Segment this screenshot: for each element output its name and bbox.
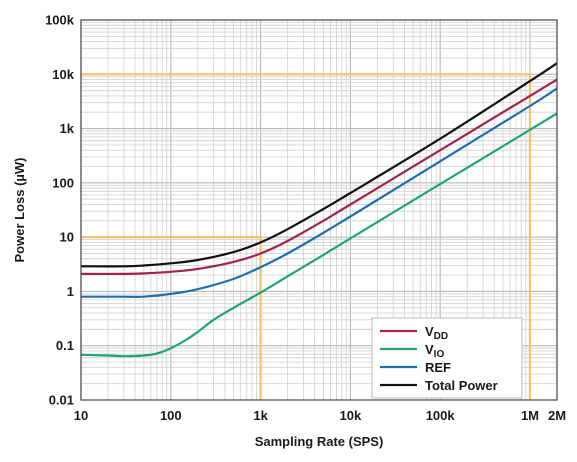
series-lines: [80, 62, 558, 358]
x-tick-label: 10k: [340, 408, 362, 423]
y-tick-label: 100: [52, 175, 74, 190]
y-tick-label: 0.1: [56, 338, 74, 353]
x-tick-labels: 10 100 1k 10k 100k 1M 2M: [74, 408, 566, 423]
x-tick-label: 100: [160, 408, 182, 423]
y-axis-label: Power Loss (µW): [12, 158, 27, 263]
series-line-vdd: [80, 78, 558, 276]
x-tick-label: 10: [74, 408, 88, 423]
x-tick-label: 100k: [426, 408, 456, 423]
y-tick-label: 0.01: [49, 393, 74, 408]
reference-lines: [81, 73, 532, 400]
x-tick-label: 1k: [253, 408, 268, 423]
y-tick-label: 1: [67, 284, 74, 299]
legend-label: VIO: [425, 342, 444, 360]
series-line-total-power: [80, 62, 558, 268]
x-tick-label: 1M: [521, 408, 539, 423]
y-tick-label: 10k: [52, 67, 74, 82]
x-tick-label: 2M: [548, 408, 566, 423]
legend-label: VDD: [425, 324, 448, 342]
reference-line: [81, 73, 532, 400]
legend-label: REF: [425, 360, 451, 375]
plot-frame: [80, 19, 558, 401]
legend-label: Total Power: [425, 378, 498, 393]
reference-line: [81, 236, 262, 400]
y-tick-label: 1k: [60, 121, 75, 136]
y-tick-labels: 0.01 0.1 1 10 100 1k 10k 100k: [45, 13, 75, 408]
x-axis-label: Sampling Rate (SPS): [255, 434, 384, 449]
y-tick-label: 10: [60, 230, 74, 245]
series-line-vio: [80, 112, 558, 358]
series-line-ref: [81, 87, 558, 299]
y-tick-label: 100k: [45, 13, 75, 28]
